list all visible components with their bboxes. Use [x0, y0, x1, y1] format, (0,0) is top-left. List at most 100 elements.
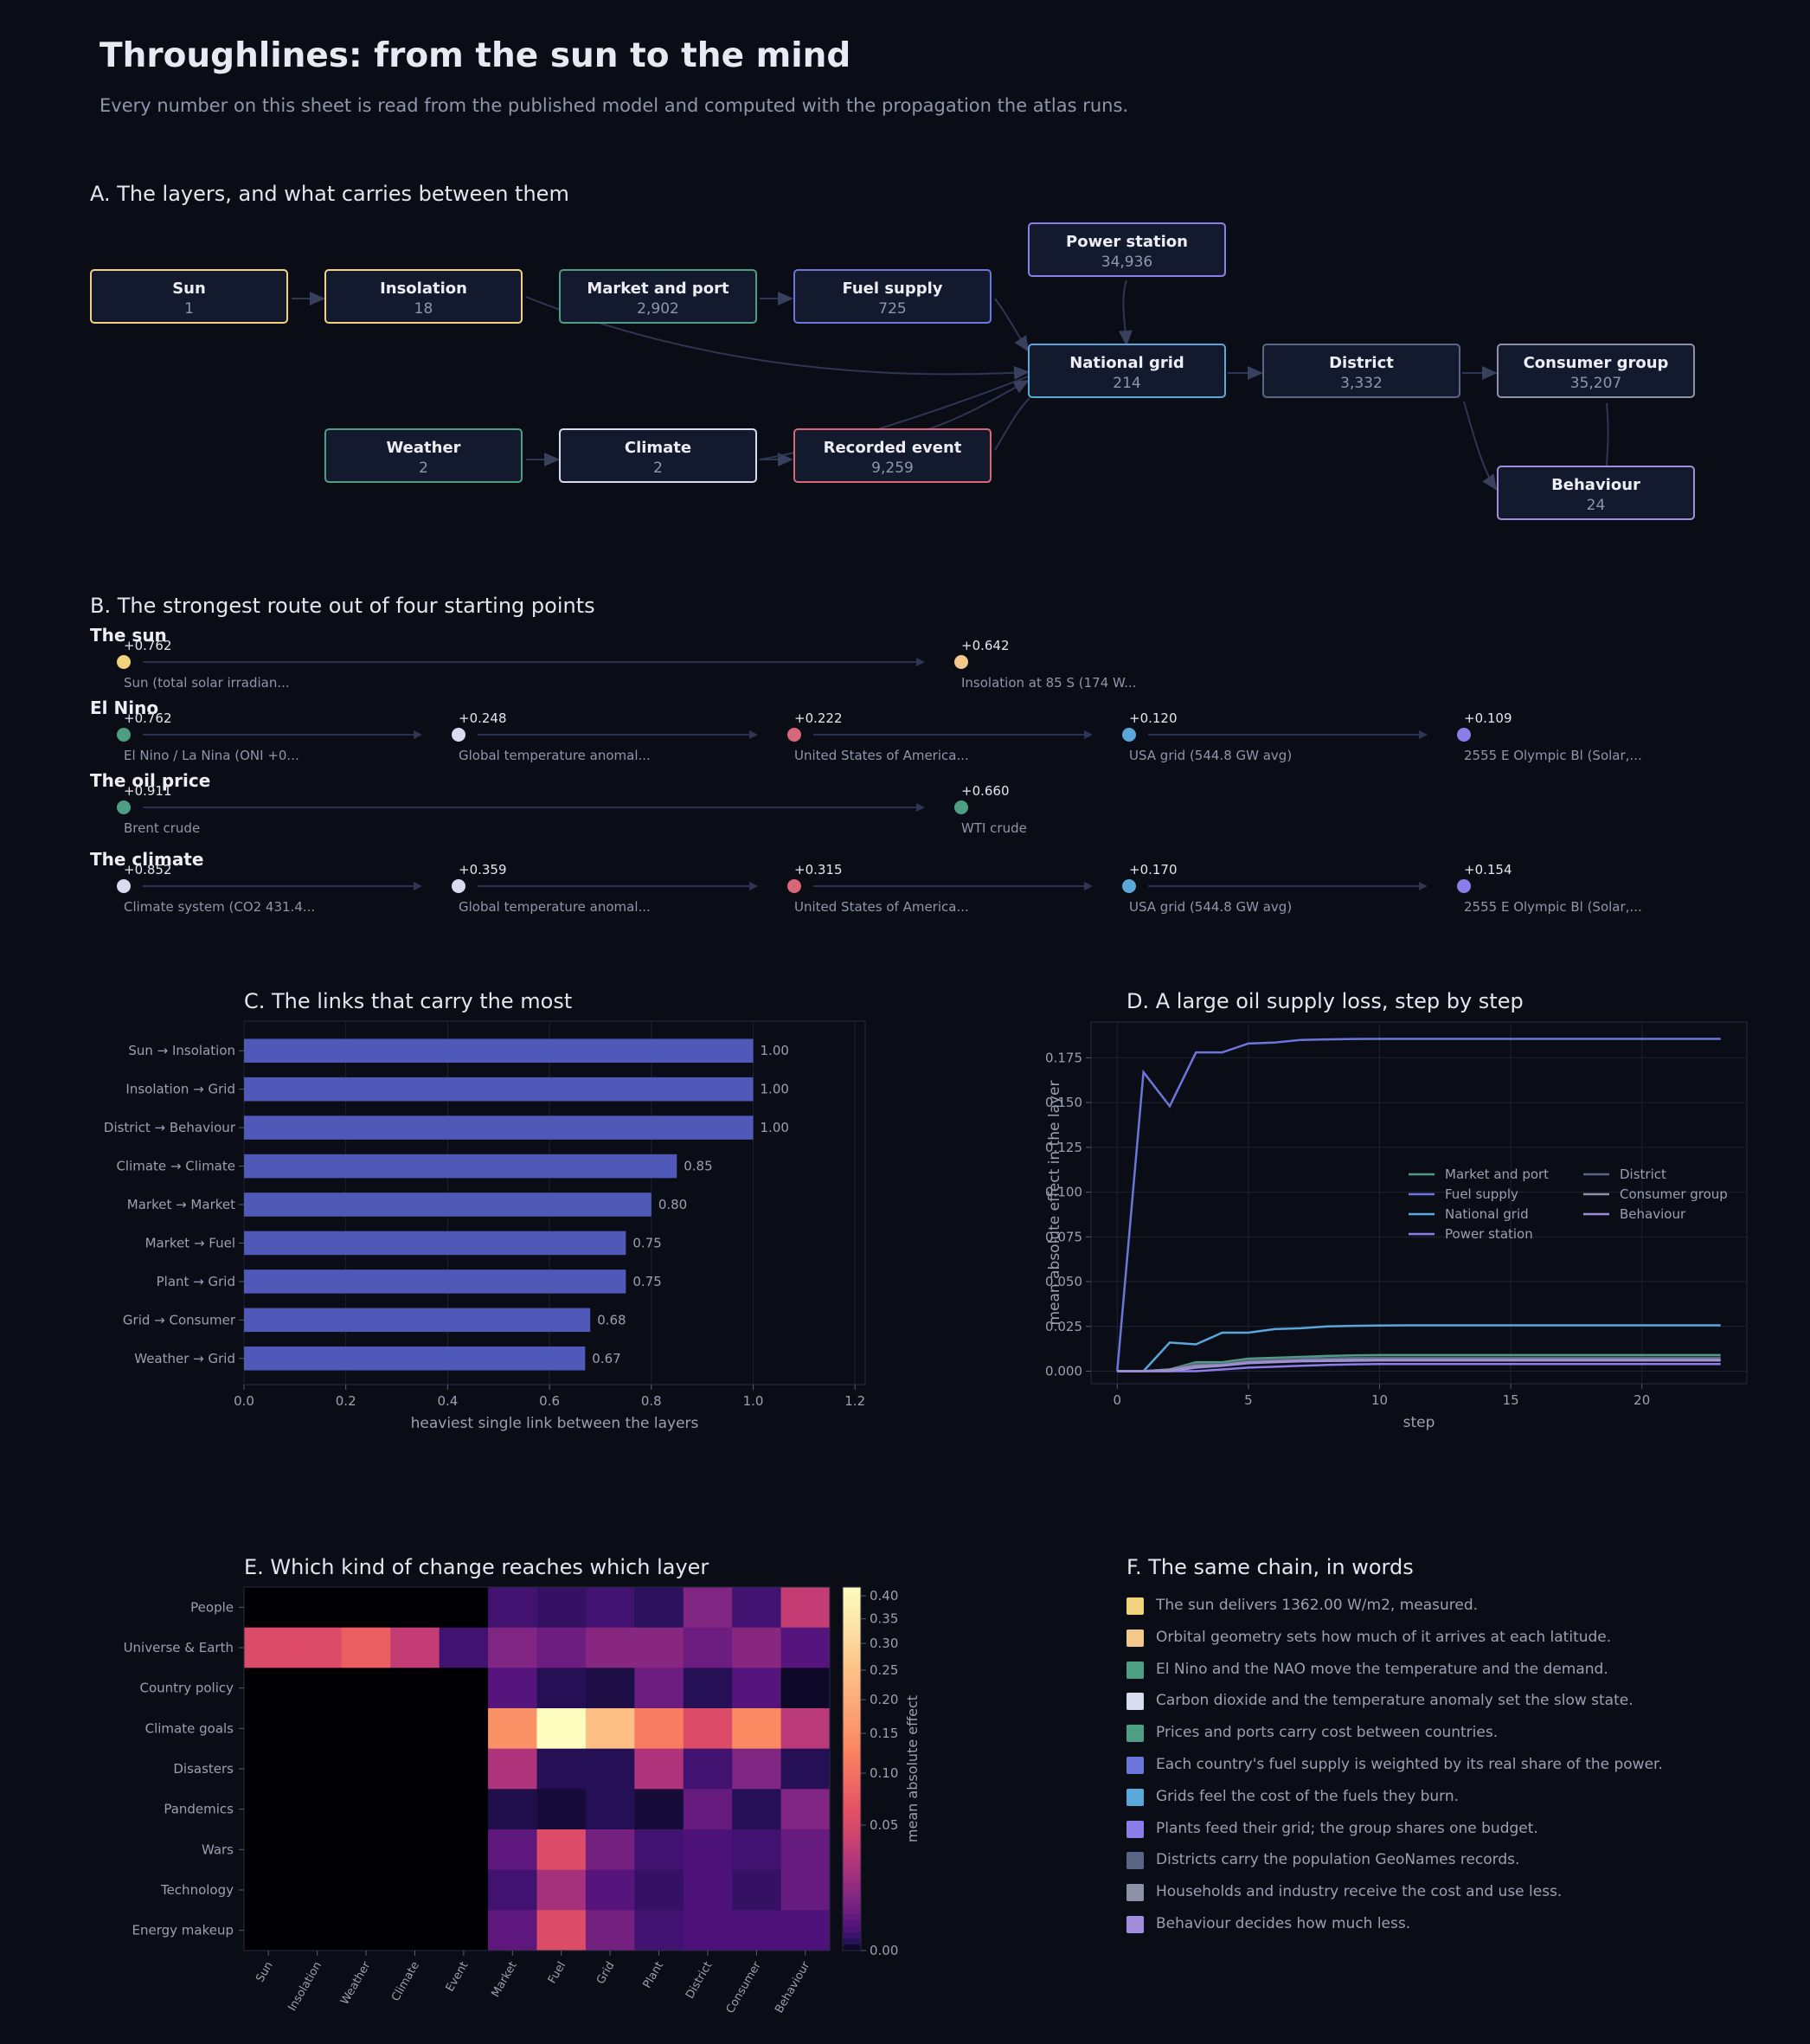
row-label: Energy makeup	[132, 1923, 234, 1938]
heatmap-cell	[683, 1869, 733, 1911]
heatmap-cell	[390, 1587, 440, 1629]
heatmap-cell	[780, 1910, 831, 1951]
heatmap-cell	[341, 1708, 391, 1750]
y-tick-label: 0.000	[1045, 1364, 1082, 1379]
colorbar-segment	[843, 1763, 861, 1770]
colorbar-segment	[843, 1854, 861, 1861]
chain-swatch	[1126, 1693, 1144, 1711]
heatmap-cell	[341, 1789, 391, 1830]
chain-text: Behaviour decides how much less.	[1156, 1915, 1411, 1932]
x-tick-label: 0.6	[539, 1393, 560, 1409]
bar-value-label: 0.75	[632, 1235, 661, 1250]
y-tick-label: 0.050	[1045, 1274, 1082, 1289]
route-step-name: WTI crude	[961, 820, 1027, 836]
colorbar-segment	[843, 1793, 861, 1800]
column-label: Grid	[594, 1960, 618, 1987]
colorbar-segment	[843, 1593, 861, 1600]
heatmap-cell	[585, 1829, 635, 1871]
legend-label: Behaviour	[1620, 1206, 1686, 1222]
chain-text: El Nino and the NAO move the temperature…	[1156, 1660, 1608, 1678]
route-step-dot	[787, 728, 801, 742]
heatmap-cell	[732, 1829, 782, 1871]
heatmap-cell	[292, 1627, 343, 1668]
x-tick-label: 0.8	[641, 1393, 662, 1409]
x-tick-label: 0.0	[234, 1393, 254, 1409]
column-label: Plant	[641, 1960, 666, 1991]
heatmap-cell	[780, 1789, 831, 1830]
layer-node-label: Weather	[386, 439, 461, 457]
series-line	[1117, 1353, 1721, 1372]
row-label: Universe & Earth	[124, 1640, 234, 1655]
chain-swatch	[1126, 1725, 1144, 1743]
colorbar-tick-label: 0.20	[870, 1692, 898, 1707]
category-label: Market → Fuel	[145, 1235, 235, 1250]
layer-node-count: 2,902	[637, 300, 679, 318]
column-label: Insolation	[286, 1960, 324, 2014]
route-step-value: +0.154	[1464, 862, 1512, 877]
route-step-dot	[1122, 728, 1136, 742]
heatmap-cell	[292, 1587, 343, 1629]
row-label: Pandemics	[164, 1802, 234, 1817]
heatmap-cell	[634, 1789, 684, 1830]
route-arrow-icon	[916, 658, 925, 666]
colorbar-segment	[843, 1769, 861, 1776]
heatmap-cell	[683, 1789, 733, 1830]
layer-node-count: 214	[1113, 375, 1141, 392]
colorbar-segment	[843, 1842, 861, 1848]
route-step-dot	[787, 879, 801, 893]
heatmap-cell	[439, 1910, 489, 1951]
route-arrow-icon	[749, 882, 758, 890]
page-title: Throughlines: from the sun to the mind	[99, 36, 851, 75]
heatmap-cell	[390, 1627, 440, 1668]
x-axis-label: heaviest single link between the layers	[411, 1415, 699, 1432]
heatmap-cell	[780, 1869, 831, 1911]
chain-text: Grids feel the cost of the fuels they bu…	[1156, 1787, 1460, 1805]
route-step-dot	[1457, 728, 1471, 742]
colorbar-segment	[843, 1623, 861, 1630]
route-step-name: Global temperature anomal...	[459, 748, 651, 763]
category-label: District → Behaviour	[104, 1120, 236, 1135]
heatmap-cell	[683, 1708, 733, 1750]
heatmap-cell	[244, 1910, 293, 1951]
column-label: Climate	[389, 1960, 422, 2004]
column-label: Behaviour	[773, 1959, 812, 2015]
heatmap-cell	[683, 1829, 733, 1871]
colorbar-segment	[843, 1720, 861, 1727]
layer-node-count: 34,936	[1101, 254, 1153, 271]
heatmap-cell	[780, 1587, 831, 1629]
route-step-dot	[117, 879, 131, 893]
chain-text: Orbital geometry sets how much of it arr…	[1156, 1628, 1612, 1646]
heatmap-cell	[536, 1869, 587, 1911]
heatmap-cell	[292, 1789, 343, 1830]
colorbar-segment	[843, 1654, 861, 1661]
layer-node-count: 3,332	[1340, 375, 1383, 392]
heatmap-cell	[683, 1668, 733, 1709]
layer-node-count: 2	[419, 460, 428, 477]
heatmap-cell	[439, 1587, 489, 1629]
colorbar-tick-label: 0.35	[870, 1611, 898, 1627]
colorbar-segment	[843, 1605, 861, 1612]
legend-label: National grid	[1445, 1206, 1529, 1222]
chain-swatch	[1126, 1757, 1144, 1774]
chain-swatch	[1126, 1629, 1144, 1647]
heatmap-cell	[585, 1869, 635, 1911]
heatmap-cell	[536, 1829, 587, 1871]
heatmap-cell	[585, 1708, 635, 1750]
heatmap-cell	[732, 1708, 782, 1750]
colorbar-segment	[843, 1829, 861, 1836]
change-heatmap: People Universe & Earth Country policy Clim…	[124, 1586, 921, 2015]
layer-node-climate: Climate 2	[559, 428, 757, 483]
legend-label: Fuel supply	[1445, 1186, 1518, 1202]
layer-node-label: District	[1329, 354, 1394, 372]
chain-swatch	[1126, 1661, 1144, 1679]
colorbar-segment	[843, 1896, 861, 1903]
heatmap-cell	[683, 1627, 733, 1668]
colorbar-segment	[843, 1599, 861, 1606]
layer-node-weather: Weather 2	[324, 428, 523, 483]
colorbar-segment	[843, 1787, 861, 1794]
category-label: Grid → Consumer	[123, 1312, 236, 1327]
heatmap-cell	[683, 1587, 733, 1629]
heatmap-cell	[488, 1869, 537, 1911]
colorbar-segment	[843, 1835, 861, 1842]
x-tick-label: 5	[1244, 1392, 1253, 1408]
